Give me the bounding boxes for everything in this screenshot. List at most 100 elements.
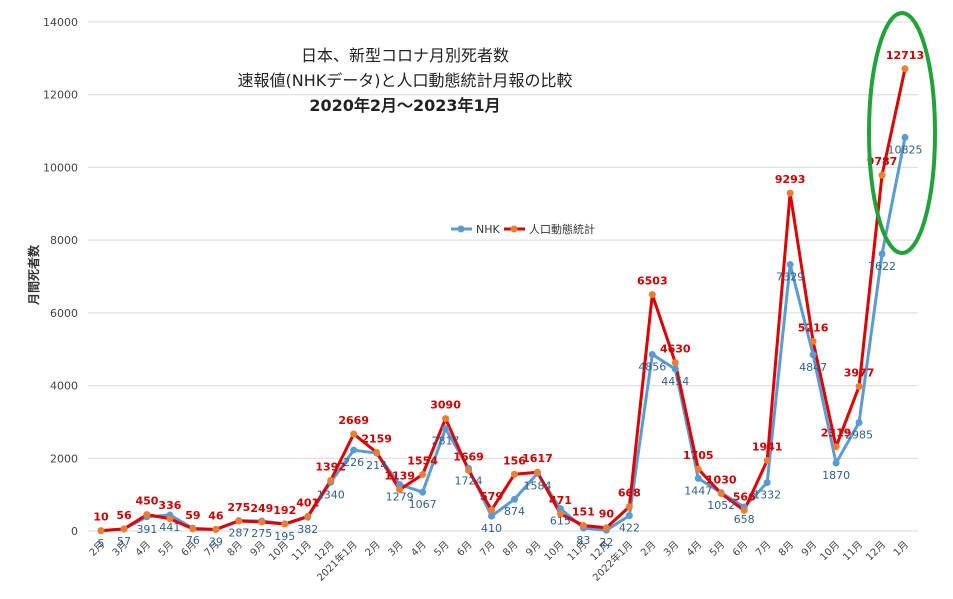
data-label-1-30: 9293 [775, 173, 806, 186]
legend-label-nhk: NHK [476, 223, 501, 236]
data-label-0-8: 195 [274, 530, 295, 543]
x-tick-label-13: 3月 [386, 539, 406, 559]
x-tick-label-3: 5月 [156, 539, 176, 559]
data-label-1-16: 1669 [453, 450, 484, 463]
data-label-0-26: 1447 [684, 484, 712, 497]
x-tick-label-31: 9月 [799, 539, 819, 559]
y-tick-label-4: 8000 [50, 234, 78, 247]
data-label-1-2: 450 [135, 495, 158, 508]
grid [88, 21, 918, 532]
point-0-33 [855, 418, 863, 426]
data-label-1-18: 156 [503, 454, 526, 467]
point-1-30 [786, 189, 794, 197]
data-label-0-11: 226 [343, 456, 364, 469]
data-label-0-2: 391 [136, 523, 157, 536]
x-tick-label-6: 8月 [225, 539, 245, 559]
x-tick-label-28: 6月 [730, 539, 750, 559]
series-layer [97, 65, 909, 535]
data-label-1-26: 1705 [683, 449, 714, 462]
point-1-12 [373, 449, 381, 457]
point-1-20 [556, 510, 564, 518]
x-tick-label-27: 5月 [707, 539, 727, 559]
title-line-3: 2020年2月〜2023年1月 [309, 96, 500, 115]
point-0-13 [396, 480, 404, 488]
data-label-0-17: 410 [481, 522, 502, 535]
data-label-0-3: 441 [159, 521, 180, 534]
data-label-1-20: 471 [549, 494, 572, 507]
x-tick-label-15: 5月 [432, 539, 452, 559]
point-1-23 [625, 503, 633, 511]
data-label-1-34: 9787 [867, 155, 898, 168]
point-0-25 [671, 365, 679, 373]
point-1-26 [694, 465, 702, 473]
data-label-1-31: 5216 [798, 321, 829, 334]
point-1-18 [510, 470, 518, 478]
x-tick-label-32: 10月 [818, 539, 843, 564]
data-label-0-23: 422 [619, 522, 640, 535]
data-label-1-28: 566 [733, 490, 756, 503]
data-label-0-18: 874 [504, 505, 525, 518]
data-label-1-10: 1392 [315, 460, 346, 473]
point-0-20 [556, 505, 564, 513]
point-1-3 [166, 515, 174, 523]
data-label-0-7: 275 [251, 527, 272, 540]
point-1-15 [442, 415, 450, 423]
data-label-0-9: 382 [297, 523, 318, 536]
y-axis-label: 月間死者数 [26, 244, 41, 306]
data-label-1-13: 1139 [384, 470, 415, 483]
point-1-32 [832, 443, 840, 451]
data-label-1-25: 4630 [660, 343, 691, 356]
data-label-0-31: 4847 [799, 361, 827, 374]
point-1-31 [809, 337, 817, 345]
data-label-1-17: 579 [480, 490, 503, 503]
data-label-1-35: 12713 [886, 49, 924, 62]
point-0-11 [350, 446, 358, 454]
legend-marker-vital-stats [510, 225, 518, 233]
x-tick-label-19: 9月 [524, 539, 544, 559]
point-1-25 [671, 359, 679, 367]
y-tick-label-1: 2000 [50, 452, 78, 465]
data-label-1-21: 151 [572, 506, 595, 519]
data-label-1-32: 2319 [821, 427, 852, 440]
data-label-1-0: 10 [93, 511, 109, 524]
point-1-8 [281, 520, 289, 528]
point-1-16 [465, 466, 473, 474]
x-tick-label-26: 4月 [684, 539, 704, 559]
x-tick-label-29: 7月 [753, 539, 773, 559]
point-1-24 [648, 291, 656, 299]
point-1-27 [717, 490, 725, 498]
x-tick-label-14: 4月 [409, 539, 429, 559]
data-label-0-5: 39 [209, 536, 223, 549]
data-label-1-8: 192 [273, 504, 296, 517]
data-label-1-11: 2669 [338, 414, 369, 427]
data-label-0-22: 22 [599, 536, 613, 549]
x-tick-label-18: 8月 [501, 539, 521, 559]
y-tick-label-6: 12000 [43, 89, 78, 102]
data-label-1-9: 401 [296, 496, 319, 509]
point-0-26 [694, 474, 702, 482]
x-tick-label-25: 3月 [661, 539, 681, 559]
data-label-0-4: 76 [186, 534, 200, 547]
title-line-1: 日本、新型コロナ月別死者数 [301, 46, 509, 65]
point-0-30 [786, 261, 794, 269]
x-tick-label-35: 1月 [891, 539, 911, 559]
data-label-0-28: 658 [734, 513, 755, 526]
point-0-18 [510, 495, 518, 503]
highlight-ellipse [867, 11, 937, 255]
data-label-1-4: 59 [185, 509, 200, 522]
point-1-21 [579, 522, 587, 530]
point-1-6 [235, 517, 243, 525]
point-1-29 [763, 456, 771, 464]
point-0-29 [763, 479, 771, 487]
x-tick-label-33: 11月 [841, 539, 866, 564]
point-0-35 [901, 133, 909, 141]
data-label-0-27: 1052 [707, 499, 735, 512]
point-0-32 [832, 459, 840, 467]
data-label-0-13: 1279 [386, 490, 414, 503]
point-0-23 [625, 512, 633, 520]
data-label-0-10: 1340 [317, 488, 345, 501]
data-label-1-33: 3977 [844, 366, 875, 379]
x-tick-label-16: 6月 [455, 539, 475, 559]
point-1-1 [120, 525, 128, 533]
